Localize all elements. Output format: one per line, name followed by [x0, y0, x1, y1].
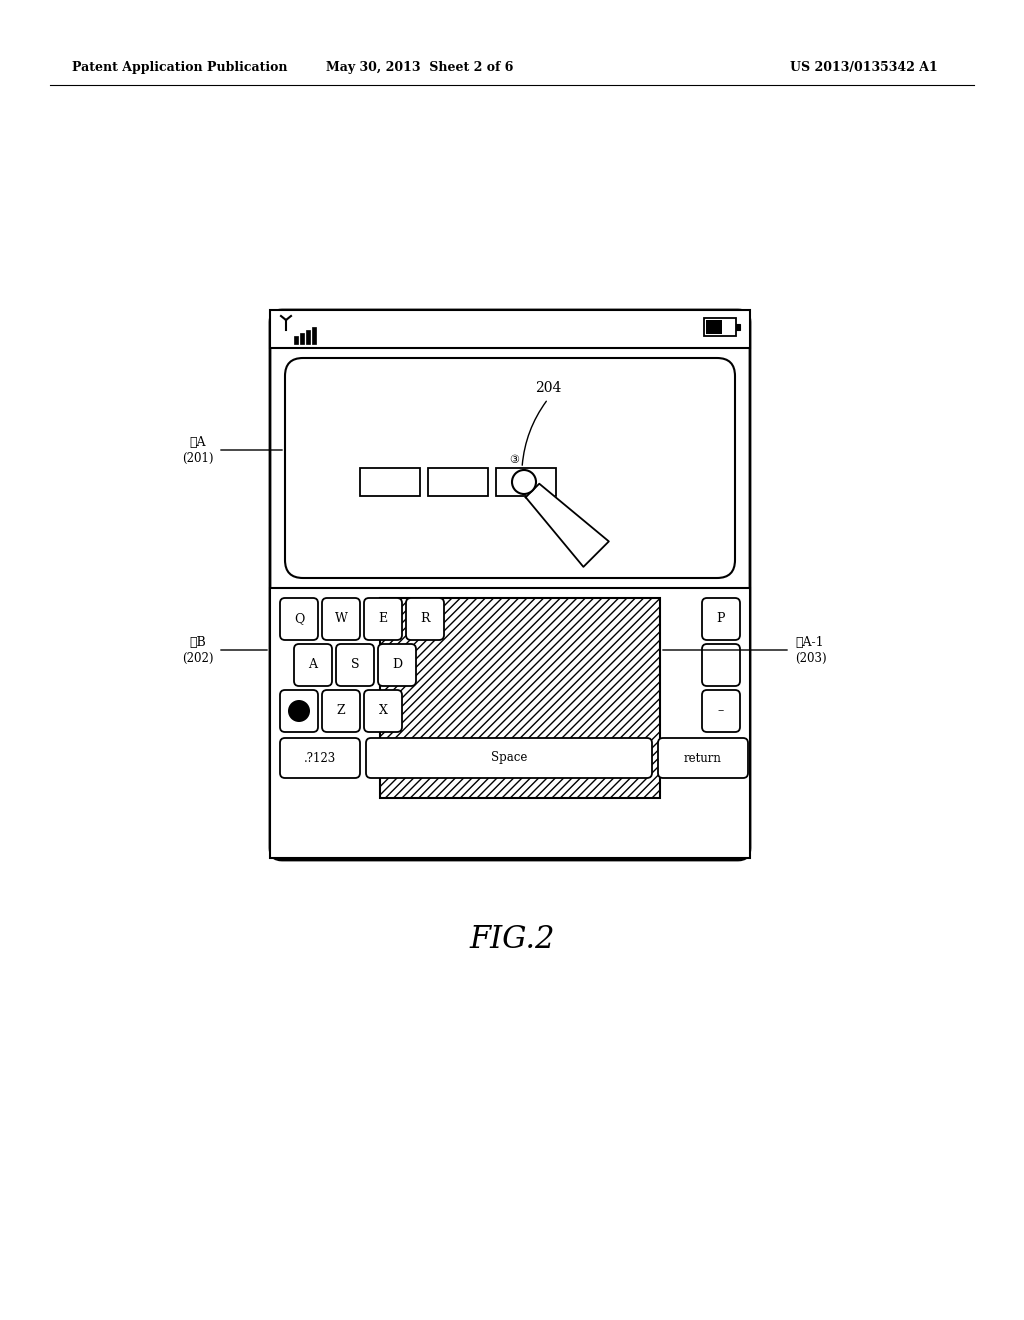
- FancyBboxPatch shape: [702, 598, 740, 640]
- Text: E: E: [379, 612, 387, 626]
- Bar: [380, 598, 660, 799]
- Bar: [360, 469, 420, 496]
- FancyBboxPatch shape: [280, 598, 318, 640]
- Text: .?123: .?123: [304, 751, 336, 764]
- Text: ③A-1: ③A-1: [795, 635, 823, 648]
- Text: (202): (202): [182, 652, 214, 664]
- Text: US 2013/0135342 A1: US 2013/0135342 A1: [790, 62, 938, 74]
- FancyBboxPatch shape: [285, 358, 735, 578]
- Text: A: A: [308, 659, 317, 672]
- Bar: [706, 319, 722, 334]
- FancyBboxPatch shape: [406, 598, 444, 640]
- Text: ②B: ②B: [189, 635, 207, 648]
- Bar: [300, 333, 304, 345]
- FancyBboxPatch shape: [280, 738, 360, 777]
- FancyBboxPatch shape: [702, 644, 740, 686]
- Polygon shape: [525, 483, 609, 566]
- Circle shape: [512, 470, 536, 494]
- FancyBboxPatch shape: [294, 644, 332, 686]
- FancyBboxPatch shape: [364, 690, 402, 733]
- Text: Patent Application Publication: Patent Application Publication: [72, 62, 288, 74]
- Text: 204: 204: [535, 381, 561, 395]
- Text: W: W: [335, 612, 347, 626]
- Bar: [496, 469, 556, 496]
- FancyBboxPatch shape: [270, 310, 750, 861]
- FancyBboxPatch shape: [364, 598, 402, 640]
- Text: –: –: [718, 705, 724, 718]
- Text: P: P: [717, 612, 725, 626]
- FancyBboxPatch shape: [322, 690, 360, 733]
- FancyBboxPatch shape: [366, 738, 652, 777]
- FancyBboxPatch shape: [378, 644, 416, 686]
- Text: Z: Z: [337, 705, 345, 718]
- Text: Q: Q: [294, 612, 304, 626]
- Bar: [705, 318, 736, 337]
- Text: ③: ③: [509, 455, 519, 465]
- Bar: [270, 310, 750, 348]
- Text: FIG.2: FIG.2: [469, 924, 555, 956]
- Text: D: D: [392, 659, 402, 672]
- Text: (201): (201): [182, 451, 214, 465]
- FancyBboxPatch shape: [658, 738, 748, 777]
- Bar: [736, 323, 740, 330]
- Bar: [294, 337, 298, 345]
- FancyBboxPatch shape: [702, 690, 740, 733]
- Text: ①A: ①A: [189, 436, 206, 449]
- Circle shape: [288, 700, 310, 722]
- FancyBboxPatch shape: [322, 598, 360, 640]
- Bar: [428, 469, 488, 496]
- Text: return: return: [684, 751, 722, 764]
- FancyBboxPatch shape: [280, 690, 318, 733]
- Text: Space: Space: [490, 751, 527, 764]
- Text: X: X: [379, 705, 387, 718]
- Text: May 30, 2013  Sheet 2 of 6: May 30, 2013 Sheet 2 of 6: [327, 62, 514, 74]
- FancyBboxPatch shape: [336, 644, 374, 686]
- Text: R: R: [420, 612, 430, 626]
- Text: S: S: [351, 659, 359, 672]
- Text: (203): (203): [795, 652, 826, 664]
- Bar: [312, 327, 316, 345]
- Bar: [270, 587, 750, 858]
- Bar: [306, 330, 310, 345]
